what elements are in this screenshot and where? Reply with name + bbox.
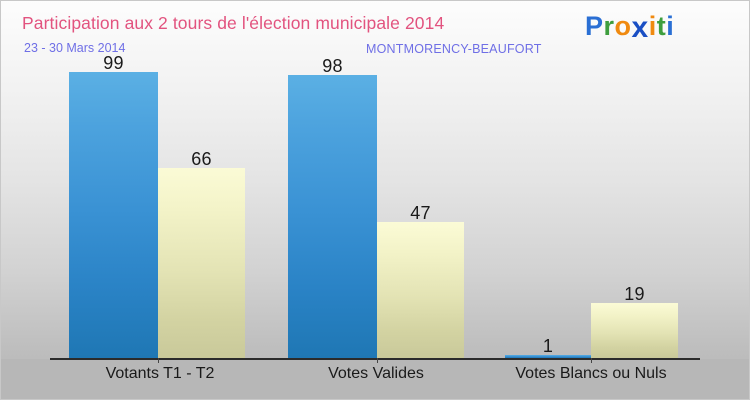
- value-label-blancs-nuls-t1: 1: [542, 336, 554, 356]
- proxiti-logo[interactable]: Proxiti: [585, 11, 675, 44]
- location-label: MONTMORENCY-BEAUFORT: [366, 42, 542, 56]
- logo-letter-t: t: [656, 11, 667, 41]
- footer-band: [1, 359, 749, 399]
- value-label-valides-t1: 98: [322, 56, 343, 76]
- bar-blancs-nuls-t2[interactable]: [591, 303, 678, 358]
- value-label-blancs-nuls-t2: 19: [624, 284, 645, 304]
- value-label-votants-t1: 99: [103, 53, 124, 73]
- date-range-label: 23 - 30 Mars 2014: [24, 41, 126, 55]
- axis-tick-2: [377, 358, 378, 363]
- bar-valides-t2[interactable]: [377, 222, 464, 358]
- axis-tick-1: [158, 358, 159, 363]
- category-label-votants: Votants T1 - T2: [105, 365, 215, 382]
- bar-blancs-nuls-t1[interactable]: [505, 355, 591, 358]
- bar-votants-t2[interactable]: [158, 168, 245, 358]
- value-label-votants-t2: 66: [191, 149, 212, 169]
- x-axis-line: [50, 358, 700, 360]
- category-label-blancs-nuls: Votes Blancs ou Nuls: [515, 365, 667, 382]
- logo-letter-i1: i: [648, 11, 657, 41]
- logo-letter-p: P: [585, 11, 604, 41]
- axis-tick-3: [591, 358, 592, 363]
- page-title: Participation aux 2 tours de l'élection …: [22, 13, 445, 33]
- logo-letter-o: o: [614, 11, 632, 41]
- value-label-valides-t2: 47: [410, 203, 431, 223]
- logo-letter-x: x: [631, 11, 649, 44]
- bar-votants-t1[interactable]: [69, 72, 158, 358]
- logo-letter-i2: i: [666, 11, 675, 41]
- bar-valides-t1[interactable]: [288, 75, 377, 358]
- category-label-valides: Votes Valides: [328, 365, 424, 382]
- logo-letter-r: r: [603, 11, 615, 41]
